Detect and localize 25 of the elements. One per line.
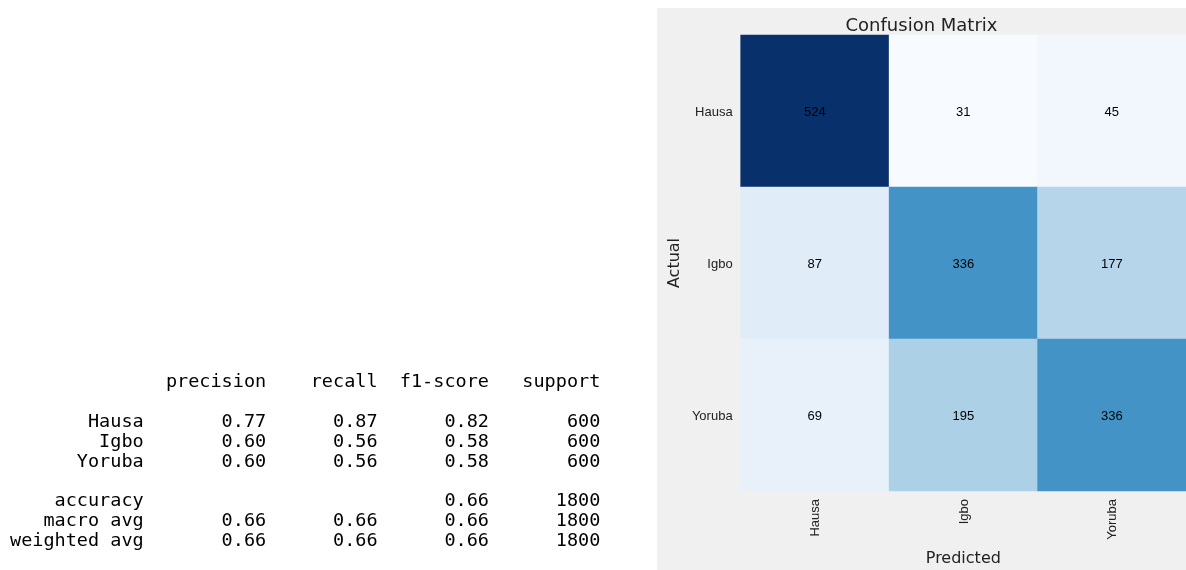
data-label: 45 xyxy=(1104,103,1120,119)
text: precision recall f1-score support xyxy=(164,370,601,391)
text: macro avg 0.66 0.66 0.66 1800 xyxy=(42,509,601,530)
text: accuracy 0.66 1800 xyxy=(53,489,601,510)
data-label: 69 xyxy=(807,407,823,423)
data-label: 524 xyxy=(804,103,826,119)
data-label: 336 xyxy=(952,255,975,271)
data-label: 195 xyxy=(952,407,975,423)
text: Igbo 0.60 0.56 0.58 600 xyxy=(98,430,601,451)
y-axis-title: Actual xyxy=(663,237,683,289)
x-tick-label: Hausa xyxy=(807,498,823,537)
chart-title: Confusion Matrix xyxy=(845,13,998,35)
x-tick-label: Igbo xyxy=(955,499,971,525)
y-tick-label: Yoruba xyxy=(691,407,734,423)
data-label: 31 xyxy=(956,103,971,119)
y-tick-label: Hausa xyxy=(695,103,734,119)
data-label: 87 xyxy=(807,255,823,271)
data-label: 336 xyxy=(1100,407,1123,423)
data-label: 177 xyxy=(1100,255,1123,271)
text: Hausa 0.77 0.87 0.82 600 xyxy=(86,410,601,431)
x-tick-label: Yoruba xyxy=(1104,498,1120,540)
text: Yoruba 0.60 0.56 0.58 600 xyxy=(75,450,601,471)
y-tick-label: Igbo xyxy=(707,255,733,271)
text: weighted avg 0.66 0.66 0.66 1800 xyxy=(10,529,601,550)
x-axis-title: Predicted xyxy=(925,547,1001,567)
